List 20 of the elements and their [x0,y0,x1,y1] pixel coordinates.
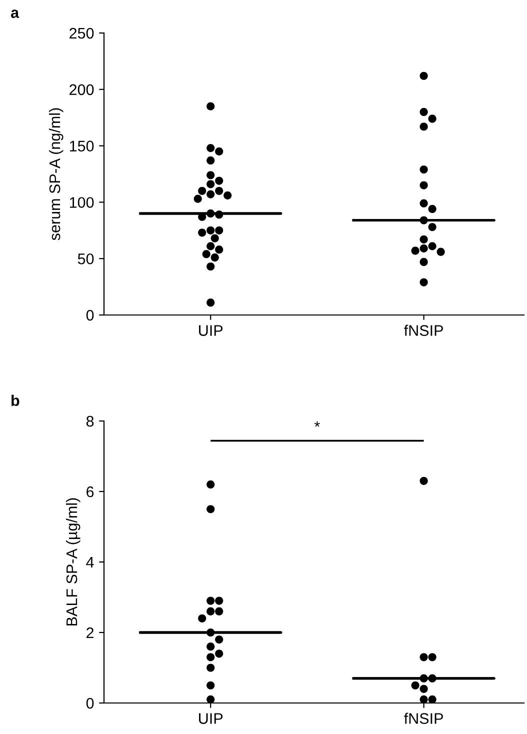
x-tick-label: fNSIP [404,324,443,336]
x-tick-label: UIP [199,713,223,724]
y-tick-label: 0 [86,698,94,709]
y-tick-label: 0 [86,310,94,321]
y-tick-label: 6 [86,486,94,498]
chart-title: a [10,10,20,18]
y-axis-title: serum SP-A (ng/ml) [48,108,64,240]
y-tick-label: 2 [86,627,94,638]
y-axis-title: BALF SP-A (µg/ml) [66,498,80,626]
y-tick-label: 4 [86,557,94,568]
y-tick-label: 100 [70,197,94,208]
y-tick-label: 8 [86,416,94,427]
annotation: * [314,421,320,427]
y-tick-label: 200 [70,84,94,96]
x-tick-label: fNSIP [404,712,443,724]
x-tick-label: UIP [199,325,223,336]
y-tick-label: 150 [70,140,94,152]
y-tick-label: 50 [78,253,94,264]
y-tick-label: 250 [70,28,94,39]
chart-title: b [12,394,20,406]
